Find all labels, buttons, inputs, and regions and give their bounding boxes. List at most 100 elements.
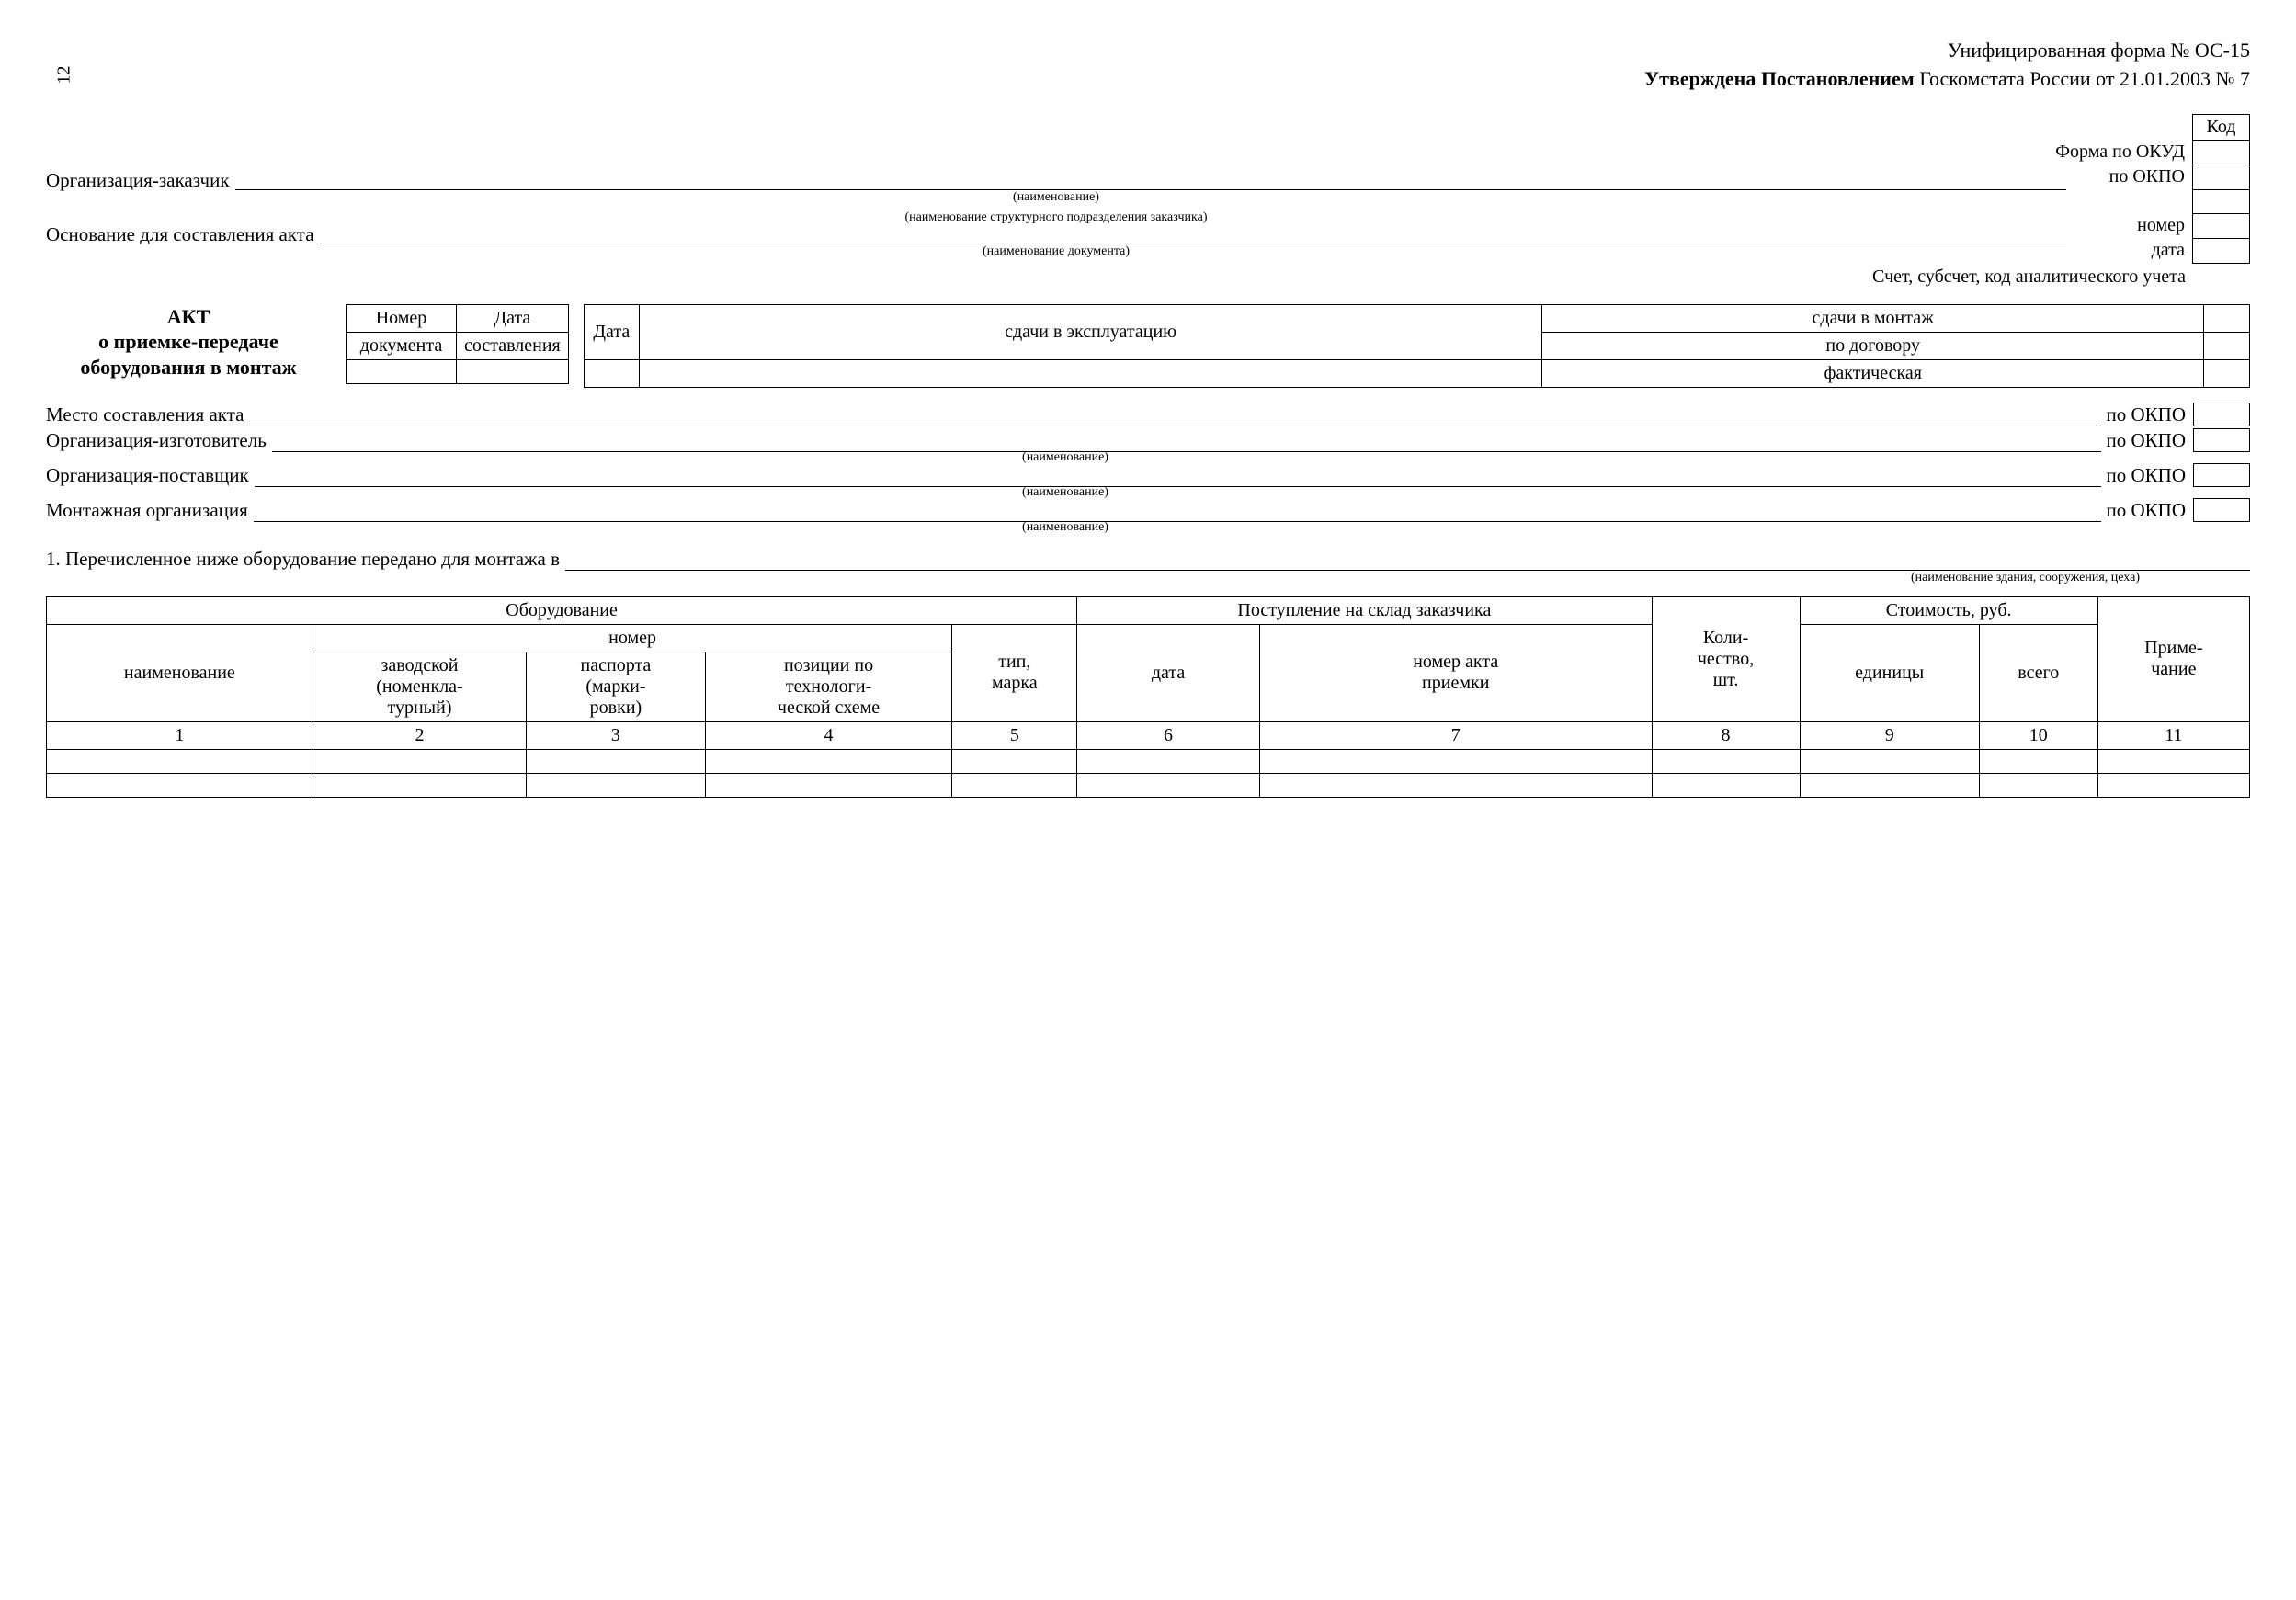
nomer-value[interactable] [2193,213,2250,238]
postavshik-label: Организация-поставщик [46,464,255,487]
date-value[interactable] [584,359,639,387]
cell-2[interactable] [313,773,527,797]
doc-date-h1: Дата [457,304,569,332]
akt-block: АКТ о приемке-передаче оборудования в мо… [46,304,2250,388]
th-ed: единицы [1800,624,1979,721]
izgotovitel-okpo-suffix: по ОКПО [2101,429,2194,452]
cell-10[interactable] [1979,749,2097,773]
cell-4[interactable] [705,749,952,773]
cell-11[interactable] [2097,749,2249,773]
montazh-org-row: Монтажная организация по ОКПО [46,498,2250,522]
osnovanie-hint: (наименование документа) [46,244,2066,259]
col-5: 5 [952,721,1077,749]
fakticheskaya-value[interactable] [2204,359,2250,387]
form-top-section: Код Форма по ОКУД по ОКПО номер дата Орг… [46,121,2250,798]
cell-8[interactable] [1652,773,1800,797]
izgotovitel-label: Организация-изготовитель [46,429,272,452]
montazh-org-hint: (наименование) [46,520,2250,535]
th-zavod: заводской (номенкла- турный) [313,652,527,721]
akt-title: АКТ о приемке-передаче оборудования в мо… [46,304,331,380]
data-label: дата [2050,238,2192,263]
okpo-lines-block: Место составления акта по ОКПО Организац… [46,403,2250,535]
doc-date-h2: составления [457,332,569,359]
section-1: 1. Перечисленное ниже оборудование перед… [46,548,2250,585]
th-postup: Поступление на склад заказчика [1077,596,1652,624]
po-dogovoru: по договору [1542,332,2204,359]
osnovanie-input[interactable] [320,224,2066,244]
cell-11[interactable] [2097,773,2249,797]
org-zakazchik-hint: (наименование) [46,190,2066,205]
form-header: Унифицированная форма № ОС-15 Утверждена… [46,37,2250,94]
montazh-org-input[interactable] [254,502,2101,522]
col-4: 4 [705,721,952,749]
page-number: 12 [54,66,75,85]
cell-4[interactable] [705,773,952,797]
col-3: 3 [527,721,705,749]
cell-7[interactable] [1259,749,1652,773]
cell-1[interactable] [47,773,313,797]
cell-6[interactable] [1077,773,1260,797]
th-prim: Приме- чание [2097,596,2249,721]
cell-8[interactable] [1652,749,1800,773]
montazh-org-label: Монтажная организация [46,499,254,522]
header-line2-bold: Утверждена Постановлением [1644,67,1915,90]
col-2: 2 [313,721,527,749]
doc-num-value[interactable] [347,359,457,383]
po-dogovoru-value[interactable] [2204,332,2250,359]
ekspl-value[interactable] [639,359,1542,387]
mesto-okpo-box[interactable] [2193,403,2250,426]
header-line2-rest: Госкомстата России от 21.01.2003 № 7 [1915,67,2250,90]
montazh-value[interactable] [2204,304,2250,332]
okpo-value-2[interactable] [2193,189,2250,213]
po-okpo-label: по ОКПО [2050,165,2192,189]
doc-num-date-table: Номер Дата документа составления [346,304,569,384]
th-oborud: Оборудование [47,596,1077,624]
cell-5[interactable] [952,773,1077,797]
cell-1[interactable] [47,749,313,773]
col-numbers-row: 1 2 3 4 5 6 7 8 9 10 11 [47,721,2250,749]
mesto-input[interactable] [249,406,2100,426]
col-9: 9 [1800,721,1979,749]
izgotovitel-okpo-box[interactable] [2193,428,2250,452]
col-11: 11 [2097,721,2249,749]
okpo-value[interactable] [2193,165,2250,189]
postavshik-input[interactable] [255,467,2101,487]
col-7: 7 [1259,721,1652,749]
cell-7[interactable] [1259,773,1652,797]
cell-3[interactable] [527,773,705,797]
org-zakazchik-row: Организация-заказчик [46,169,2066,192]
header-line2: Утверждена Постановлением Госкомстата Ро… [46,65,2250,94]
doc-date-value[interactable] [457,359,569,383]
sdachi-montazh: сдачи в монтаж [1542,304,2204,332]
montazh-org-okpo-box[interactable] [2193,498,2250,522]
section1-input[interactable] [565,550,2250,571]
nomer-label: номер [2050,213,2192,238]
cell-10[interactable] [1979,773,2097,797]
equipment-table: Оборудование Поступление на склад заказч… [46,596,2250,798]
akt-title-line1: АКТ [46,304,331,330]
code-header: Код [2193,114,2250,140]
postavshik-row: Организация-поставщик по ОКПО [46,463,2250,487]
commission-table: Дата сдачи в эксплуатацию сдачи в монтаж… [584,304,2250,388]
cell-3[interactable] [527,749,705,773]
mesto-row: Место составления акта по ОКПО [46,403,2250,426]
data-value[interactable] [2193,238,2250,263]
org-zakazchik-label: Организация-заказчик [46,169,235,192]
th-kolvo: Коли- чество, шт. [1652,596,1800,721]
okud-value[interactable] [2193,140,2250,165]
col-10: 10 [1979,721,2097,749]
sdachi-ekspl: сдачи в эксплуатацию [639,304,1542,359]
cell-9[interactable] [1800,749,1979,773]
akt-title-line2: о приемке-передаче [46,329,331,355]
cell-5[interactable] [952,749,1077,773]
org-zakazchik-input[interactable] [235,170,2066,190]
cell-6[interactable] [1077,749,1260,773]
th-nomer-akta: номер акта приемки [1259,624,1652,721]
header-line1: Унифицированная форма № ОС-15 [46,37,2250,65]
cell-2[interactable] [313,749,527,773]
izgotovitel-input[interactable] [272,432,2101,452]
code-column: Код Форма по ОКУД по ОКПО номер дата [2050,114,2250,264]
cell-9[interactable] [1800,773,1979,797]
postavshik-okpo-box[interactable] [2193,463,2250,487]
izgotovitel-row: Организация-изготовитель по ОКПО [46,428,2250,452]
